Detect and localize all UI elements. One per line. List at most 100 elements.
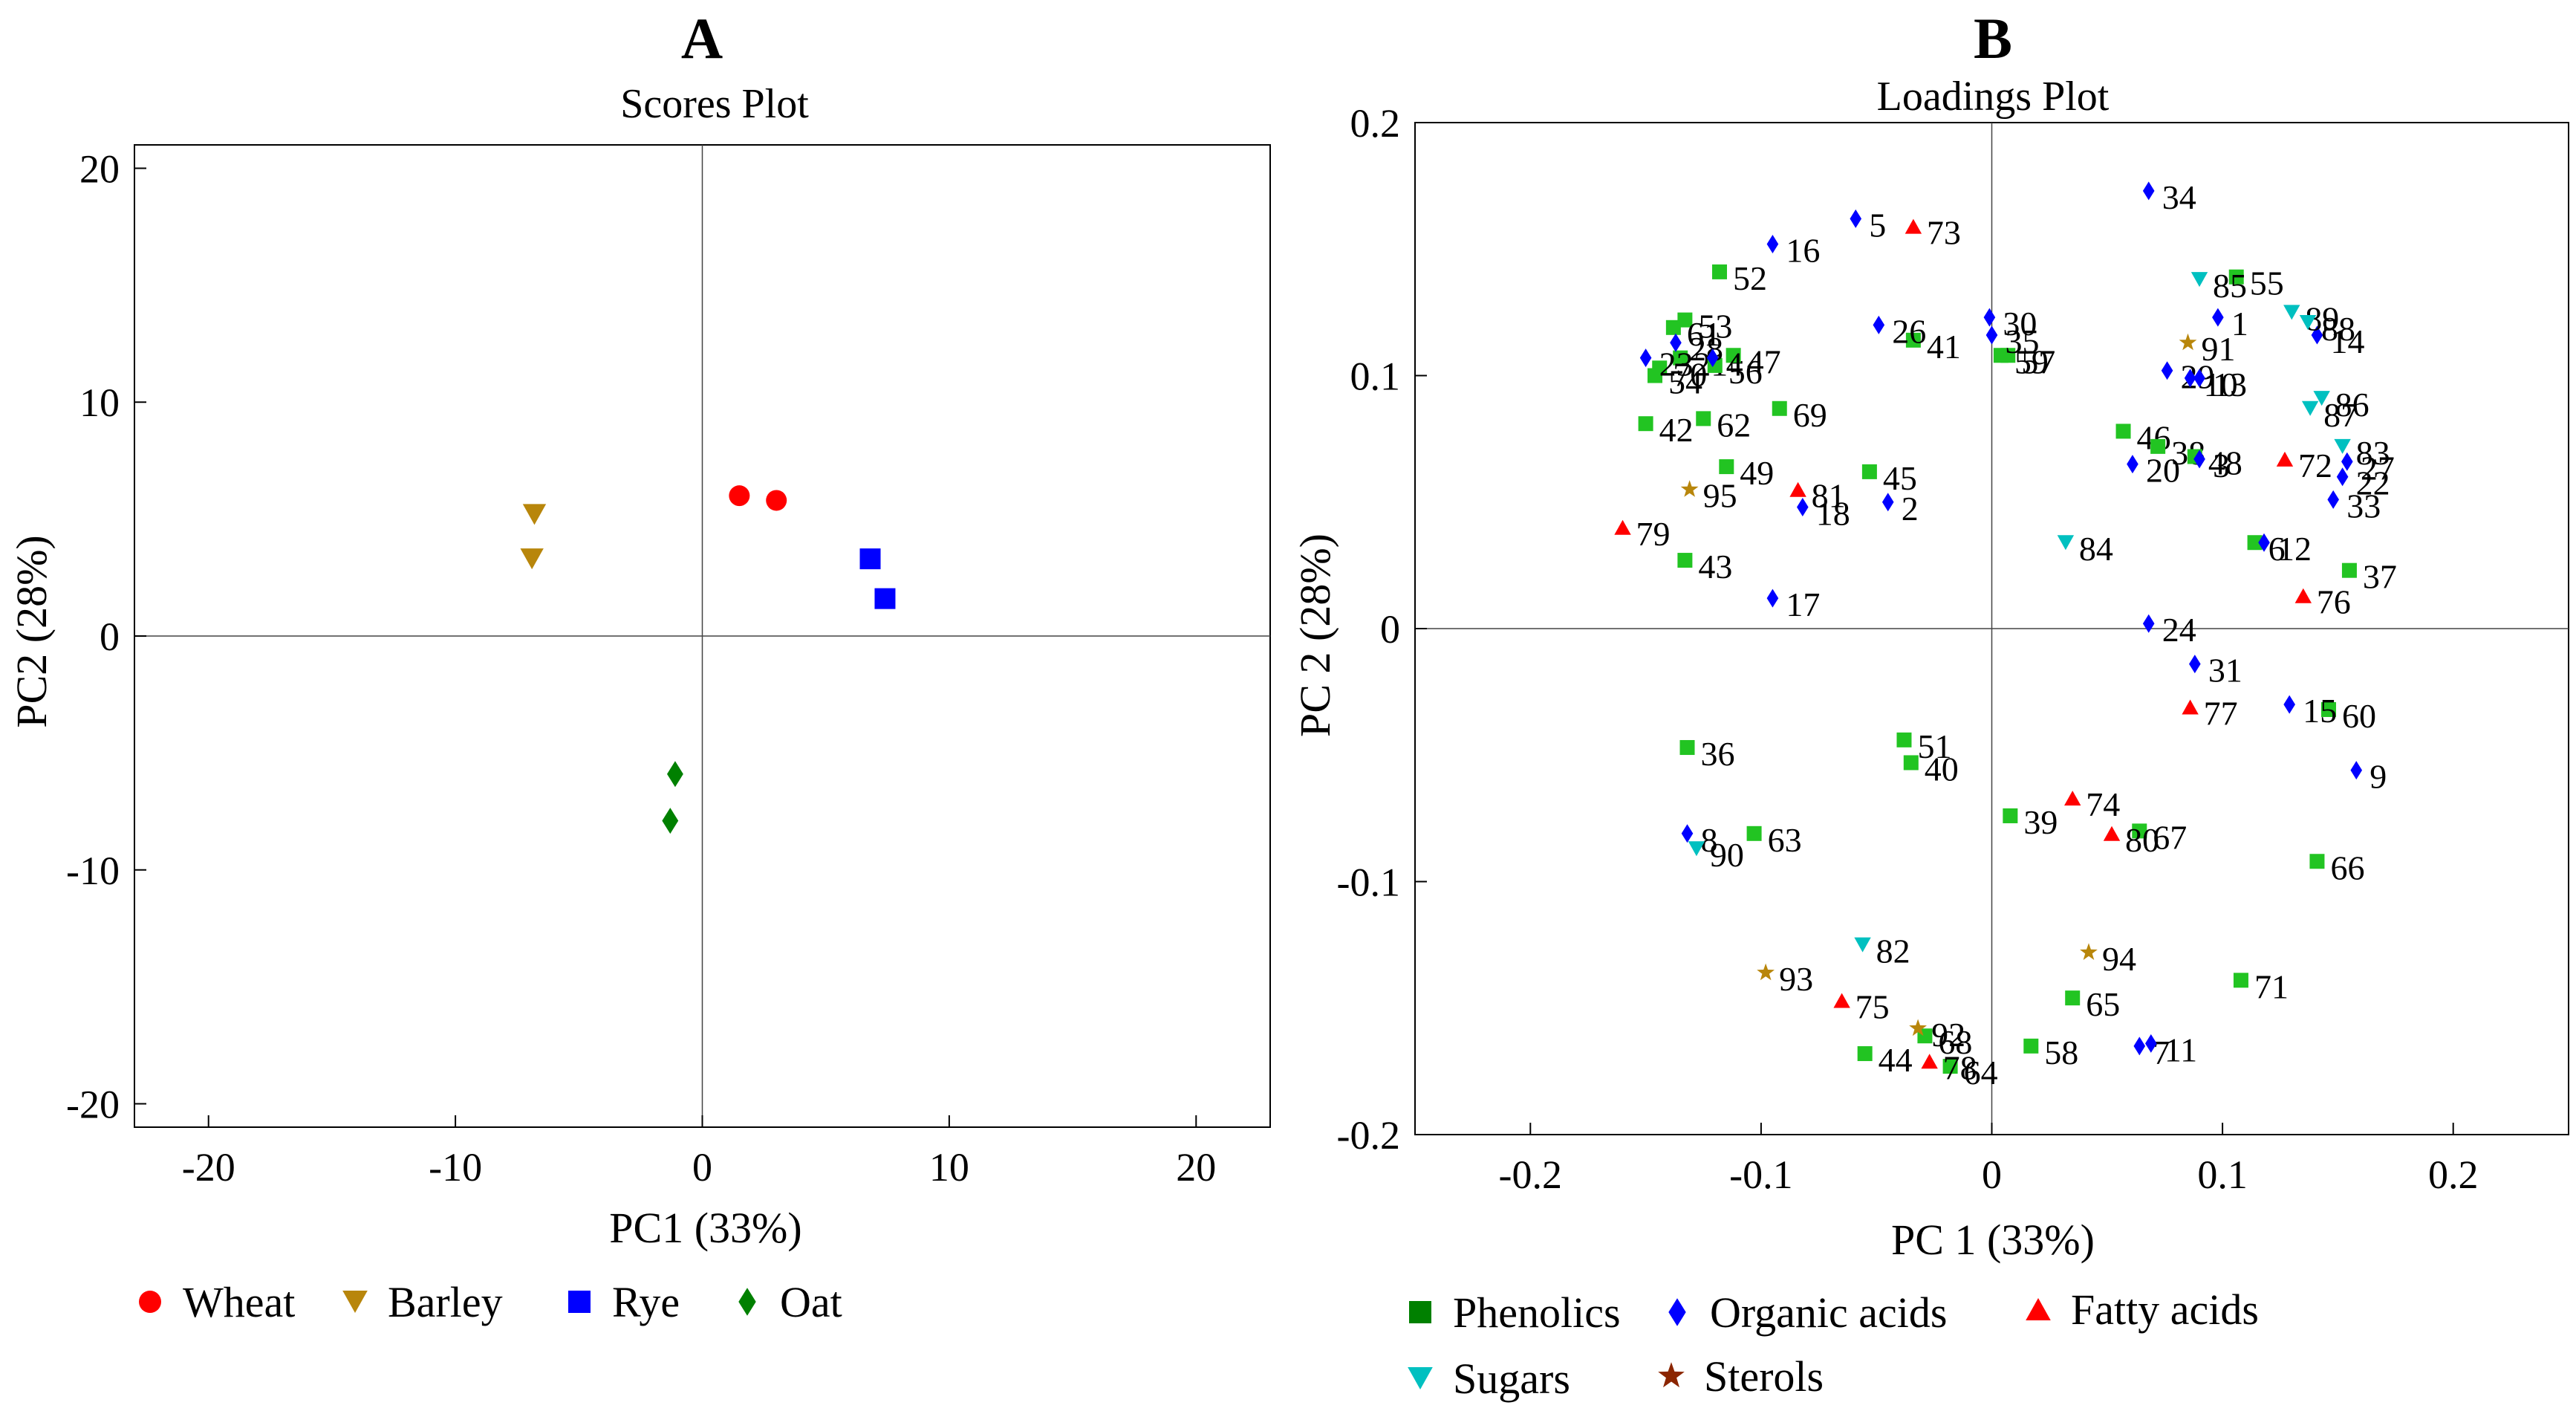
panel-b-point (2311, 325, 2323, 345)
panel-b-point (1680, 480, 1699, 497)
panel-b-point-label: 61 (1687, 315, 1721, 353)
panel-b-point-label: 87 (2323, 396, 2358, 434)
panel-b-point (1772, 400, 1787, 416)
panel-b-point (2301, 400, 2319, 416)
panel-a-x-tick-label: 0 (692, 1145, 712, 1190)
panel-b-point-label: 23 (1659, 346, 1694, 383)
panel-b-point (2115, 424, 2131, 439)
panel-b-point-label: 70 (1673, 355, 1707, 393)
panel-b-point-label: 1 (2231, 305, 2248, 343)
panel-a-plot-area: -20 -10 0 10 20 -20 -10 0 10 20 (66, 144, 1271, 1190)
panel-b-point-label: 2 (1902, 490, 1919, 528)
panel-b-point-label: 64 (1964, 1054, 1998, 1092)
panel-b-point (2145, 1034, 2157, 1053)
panel-a-legend-item-wheat: Wheat (139, 1278, 295, 1326)
panel-b-point-label: 20 (2146, 452, 2180, 490)
panel-b-y-tick-label: 0 (1380, 607, 1400, 652)
panel-b-point-label: 80 (2125, 821, 2159, 859)
panel-b-point-label: 49 (1740, 454, 1774, 492)
panel-a-x-tick-label: 20 (1176, 1145, 1216, 1190)
panel-b-y-tick-label: 0.2 (1350, 101, 1401, 146)
panel-b-point (1921, 1054, 1938, 1069)
panel-b-point (2299, 314, 2317, 330)
panel-a-point (874, 588, 896, 609)
panel-b-point-label: 78 (1943, 1048, 1977, 1086)
panel-b-point (1942, 1059, 1958, 1074)
panel-a-legend-label: Barley (388, 1278, 503, 1326)
panel-b-x-tick-label: -0.2 (1499, 1152, 1562, 1197)
panel-b-point-label: 10 (2204, 366, 2238, 403)
panel-b-point-label: 68 (1938, 1023, 1972, 1061)
panel-a-legend-item-oat: Oat (738, 1278, 842, 1326)
panel-b-point-label: 11 (2164, 1031, 2197, 1068)
panel-b-legend-marker (2026, 1298, 2051, 1320)
panel-b-x-axis-label: PC 1 (33%) (1891, 1216, 2095, 1264)
panel-b-point-label: 59 (2014, 343, 2049, 380)
panel-b-point (2142, 614, 2155, 633)
panel-b-point (1726, 348, 1741, 363)
panel-a-point (662, 808, 679, 834)
panel-b-x-tick-label: -0.1 (1729, 1152, 1792, 1197)
panel-b-point-label: 88 (2321, 310, 2355, 348)
panel-b-point-label: 73 (1927, 214, 1961, 252)
panel-b-point-label: 15 (2303, 692, 2337, 730)
panel-b-point-label: 86 (2335, 386, 2370, 424)
panel-b-y-tick-label: -0.1 (1337, 860, 1400, 905)
panel-b-point (1677, 553, 1693, 568)
panel-b-point-label: 53 (1698, 308, 1732, 346)
panel-a-legend-marker (342, 1291, 368, 1313)
panel-b-point (2294, 588, 2312, 603)
panel-a-x-axis-label: PC1 (33%) (609, 1204, 801, 1252)
panel-b-point-label: 17 (1786, 586, 1820, 623)
panel-b-point (2190, 272, 2208, 288)
panel-b-legend-item-sterols: Sterols (1658, 1352, 1824, 1401)
panel-b-point (1789, 481, 1806, 497)
panel-b-point (1757, 963, 1775, 981)
panel-b-point (1670, 333, 1682, 352)
panel-b-legend-item-fatty-acids: Fatty acids (2026, 1285, 2259, 1334)
panel-b-legend-label: Sugars (1453, 1355, 1570, 1403)
panel-b-point (1665, 319, 1681, 335)
panel-b-point (2133, 1037, 2146, 1056)
panel-b-point-label: 41 (1927, 328, 1961, 366)
panel-a-series-rye (859, 548, 896, 609)
panel-b-point (1833, 993, 1850, 1008)
panel-b-point-label: 62 (1717, 406, 1751, 444)
panel-b-title: Loadings Plot (1877, 74, 2110, 120)
panel-a-series-barley (520, 504, 547, 570)
panel-b-point-label: 40 (1925, 750, 1959, 788)
panel-b-point (2228, 269, 2244, 285)
panel-b-point (2150, 438, 2166, 454)
panel-b-point (2327, 490, 2339, 509)
panel-b-point-label: 27 (2361, 449, 2395, 487)
panel-b-point (1985, 325, 1998, 345)
panel-b-point (2184, 369, 2196, 388)
panel-b-legend: Phenolics Organic acids Fatty acids Sugars S… (1408, 1285, 2259, 1403)
panel-b-point (1850, 209, 1862, 228)
panel-b-point-label: 90 (1710, 836, 1744, 874)
panel-a-y-axis-label: PC2 (28%) (7, 535, 56, 727)
panel-b-point (1688, 841, 1705, 857)
panel-b-point-label: 81 (1812, 477, 1846, 515)
panel-a-x-tick-label: -20 (182, 1145, 235, 1190)
panel-a-legend-label: Rye (612, 1278, 680, 1326)
panel-a-letter: A (681, 6, 723, 71)
panel-b-point-label: 71 (2254, 967, 2289, 1005)
panel-b-point-label: 79 (1636, 515, 1671, 553)
panel-b-point (1881, 493, 1894, 512)
panel-b-point (2258, 533, 2270, 552)
panel-b-point (2276, 451, 2294, 467)
panel-b-point (1854, 937, 1871, 953)
panel-b-point (1766, 588, 1779, 608)
panel-b-point-label: 33 (2346, 487, 2381, 525)
panel-a-legend-marker (139, 1291, 161, 1313)
panel-b-legend-label: Sterols (1704, 1352, 1824, 1401)
panel-b-point-label: 39 (2023, 803, 2058, 841)
panel-b-point (1857, 1046, 1873, 1062)
panel-b-legend-label: Organic acids (1710, 1288, 1947, 1337)
panel-b-point-label: 24 (2162, 611, 2196, 649)
panel-b-point (2247, 535, 2263, 551)
panel-a-legend-item-rye: Rye (568, 1278, 680, 1326)
